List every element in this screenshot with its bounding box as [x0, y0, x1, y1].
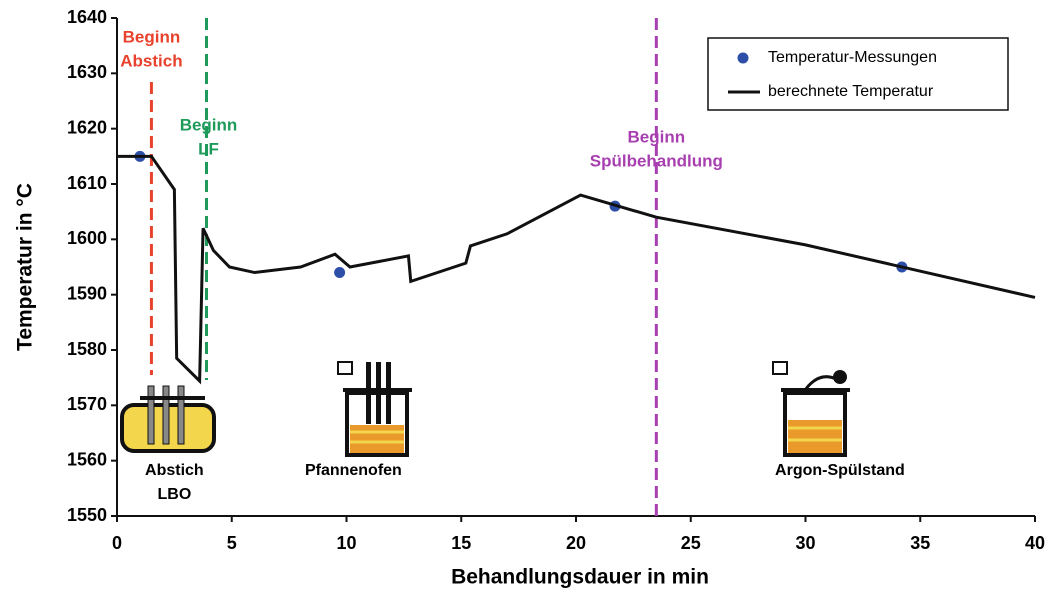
y-tick-label: 1580	[67, 339, 107, 359]
x-tick-label: 5	[227, 533, 237, 553]
x-tick-label: 20	[566, 533, 586, 553]
legend-marker	[737, 52, 749, 64]
x-tick-label: 35	[910, 533, 930, 553]
y-axis-title: Temperatur in °C	[14, 183, 37, 351]
y-tick-label: 1550	[67, 505, 107, 525]
x-tick-label: 25	[681, 533, 701, 553]
x-tick-label: 15	[451, 533, 471, 553]
legend-label: berechnete Temperatur	[768, 83, 934, 100]
x-tick-label: 30	[795, 533, 815, 553]
argon-stand-icon	[772, 361, 850, 457]
marker-label: LF	[198, 139, 219, 158]
annotation: Pfannenofen	[305, 462, 402, 479]
temperature-line	[117, 154, 1036, 385]
y-tick-label: 1630	[67, 62, 107, 82]
y-tick-label: 1570	[67, 394, 107, 414]
marker-label: Beginn	[180, 115, 238, 134]
y-tick-label: 1560	[67, 449, 107, 469]
y-tick-label: 1620	[67, 117, 107, 137]
y-tick-label: 1590	[67, 283, 107, 303]
annotation: LBO	[157, 486, 191, 503]
x-tick-label: 10	[336, 533, 356, 553]
ladle-furnace-icon	[337, 361, 412, 457]
marker-label: Beginn	[628, 127, 686, 146]
legend: Temperatur-Messungen berechnete Temperatu…	[707, 37, 1009, 111]
annotation: Argon-Spülstand	[775, 462, 905, 479]
marker-label: Abstich	[120, 51, 182, 70]
marker-label: Beginn	[123, 27, 181, 46]
x-axis-title: Behandlungsdauer in min	[451, 566, 709, 589]
measurement-point	[334, 267, 346, 279]
x-tick-label: 40	[1025, 533, 1045, 553]
legend-label: Temperatur-Messungen	[768, 49, 937, 66]
y-tick-label: 1610	[67, 173, 107, 193]
y-tick-label: 1600	[67, 228, 107, 248]
furnace-icon	[120, 385, 216, 453]
x-tick-label: 0	[112, 533, 122, 553]
marker-label: Spülbehandlung	[590, 151, 723, 170]
legend-box	[707, 37, 1009, 111]
y-tick-label: 1640	[67, 7, 107, 27]
annotation: Abstich	[145, 462, 204, 479]
